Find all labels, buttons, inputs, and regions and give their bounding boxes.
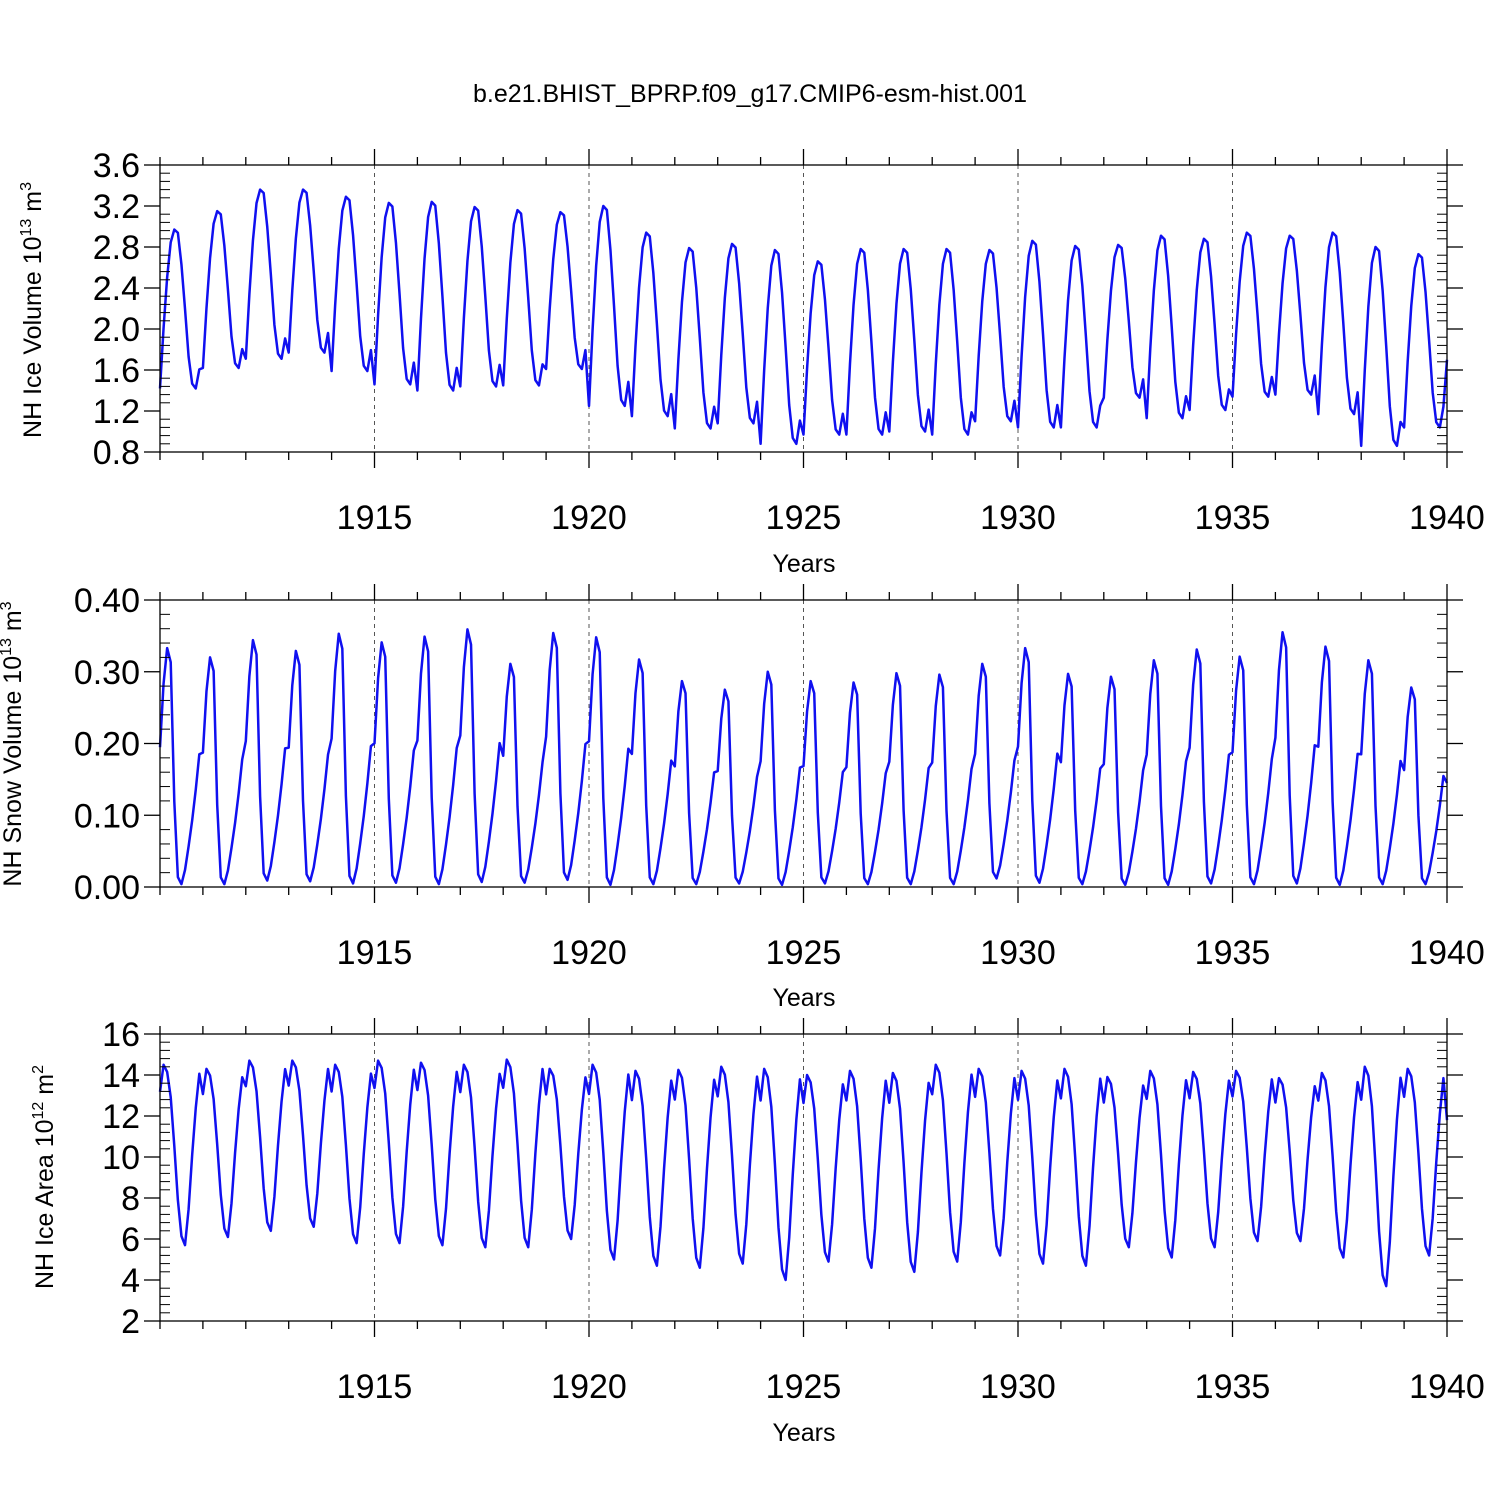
snow-volume-y-tick-label: 0.10 [74, 797, 140, 835]
ice-volume-x-tick-label: 1930 [980, 499, 1056, 537]
snow-volume-x-tick-label: 1915 [337, 934, 413, 972]
snow-volume-y-tick-label: 0.00 [74, 869, 140, 907]
ice-area-y-axis-title: NH Ice Area 1012 m2 [30, 1065, 59, 1289]
snow-volume-x-tick-label: 1940 [1409, 934, 1485, 972]
ice-volume-x-tick-label: 1935 [1195, 499, 1271, 537]
ice-area-x-tick-label: 1930 [980, 1368, 1056, 1406]
figure-title: b.e21.BHIST_BPRP.f09_g17.CMIP6-esm-hist.… [473, 80, 1027, 108]
ice-volume-y-tick-label: 2.4 [93, 270, 140, 308]
ice-volume-x-tick-label: 1915 [337, 499, 413, 537]
ice-area-y-tick-label: 14 [102, 1057, 140, 1095]
ice-area-x-axis-title: Years [772, 1419, 835, 1447]
ice-volume-y-tick-label: 0.8 [93, 434, 140, 472]
ice-area-x-tick-label: 1935 [1195, 1368, 1271, 1406]
ice-volume-y-tick-label: 2.8 [93, 229, 140, 267]
snow-volume-x-tick-label: 1925 [766, 934, 842, 972]
snow-volume-x-tick-label: 1920 [551, 934, 627, 972]
snow-volume-y-tick-label: 0.30 [74, 654, 140, 692]
ice-volume-y-tick-label: 1.6 [93, 352, 140, 390]
snow-volume-x-tick-label: 1935 [1195, 934, 1271, 972]
ice-area-y-tick-label: 6 [121, 1221, 140, 1259]
ice-area-y-tick-label: 12 [102, 1098, 140, 1136]
ice-volume-y-tick-label: 3.6 [93, 147, 140, 185]
snow-volume-series-line [158, 628, 1449, 887]
ice-area-y-tick-label: 16 [102, 1016, 140, 1054]
ice-volume-panel: NH Ice Volume 1013 m3 Years 1915 1920 1925… [18, 147, 1485, 578]
ice-area-x-tick-label: 1915 [337, 1368, 413, 1406]
ice-area-x-tick-label: 1940 [1409, 1368, 1485, 1406]
ice-volume-y-tick-label: 3.2 [93, 188, 140, 226]
ice-area-y-tick-label: 4 [121, 1262, 140, 1300]
ice-area-y-tick-label: 2 [121, 1303, 140, 1341]
snow-volume-panel: NH Snow Volume 1013 m3 Years 1915 1920 192… [0, 582, 1485, 1012]
ice-volume-x-tick-label: 1940 [1409, 499, 1485, 537]
ice-volume-y-axis-title: NH Ice Volume 1013 m3 [18, 182, 47, 438]
ice-area-x-tick-label: 1925 [766, 1368, 842, 1406]
snow-volume-x-axis-title: Years [772, 984, 835, 1012]
ice-area-y-tick-label: 8 [121, 1180, 140, 1218]
ice-area-panel: NH Ice Area 1012 m2 Years 1915 1920 1925 19… [30, 1016, 1485, 1447]
ice-area-x-tick-label: 1920 [551, 1368, 627, 1406]
snow-volume-y-tick-label: 0.20 [74, 726, 140, 764]
ice-volume-x-axis-title: Years [772, 550, 835, 578]
ice-area-series-line [158, 1058, 1449, 1288]
ice-volume-y-tick-label: 2.0 [93, 311, 140, 349]
ice-volume-x-tick-label: 1920 [551, 499, 627, 537]
ice-volume-x-tick-label: 1925 [766, 499, 842, 537]
ice-area-y-tick-label: 10 [102, 1139, 140, 1177]
ice-volume-y-tick-label: 1.2 [93, 393, 140, 431]
ice-volume-series-line [158, 188, 1449, 448]
snow-volume-y-tick-label: 0.40 [74, 582, 140, 620]
snow-volume-x-tick-label: 1930 [980, 934, 1056, 972]
snow-volume-y-axis-title: NH Snow Volume 1013 m3 [0, 601, 27, 886]
